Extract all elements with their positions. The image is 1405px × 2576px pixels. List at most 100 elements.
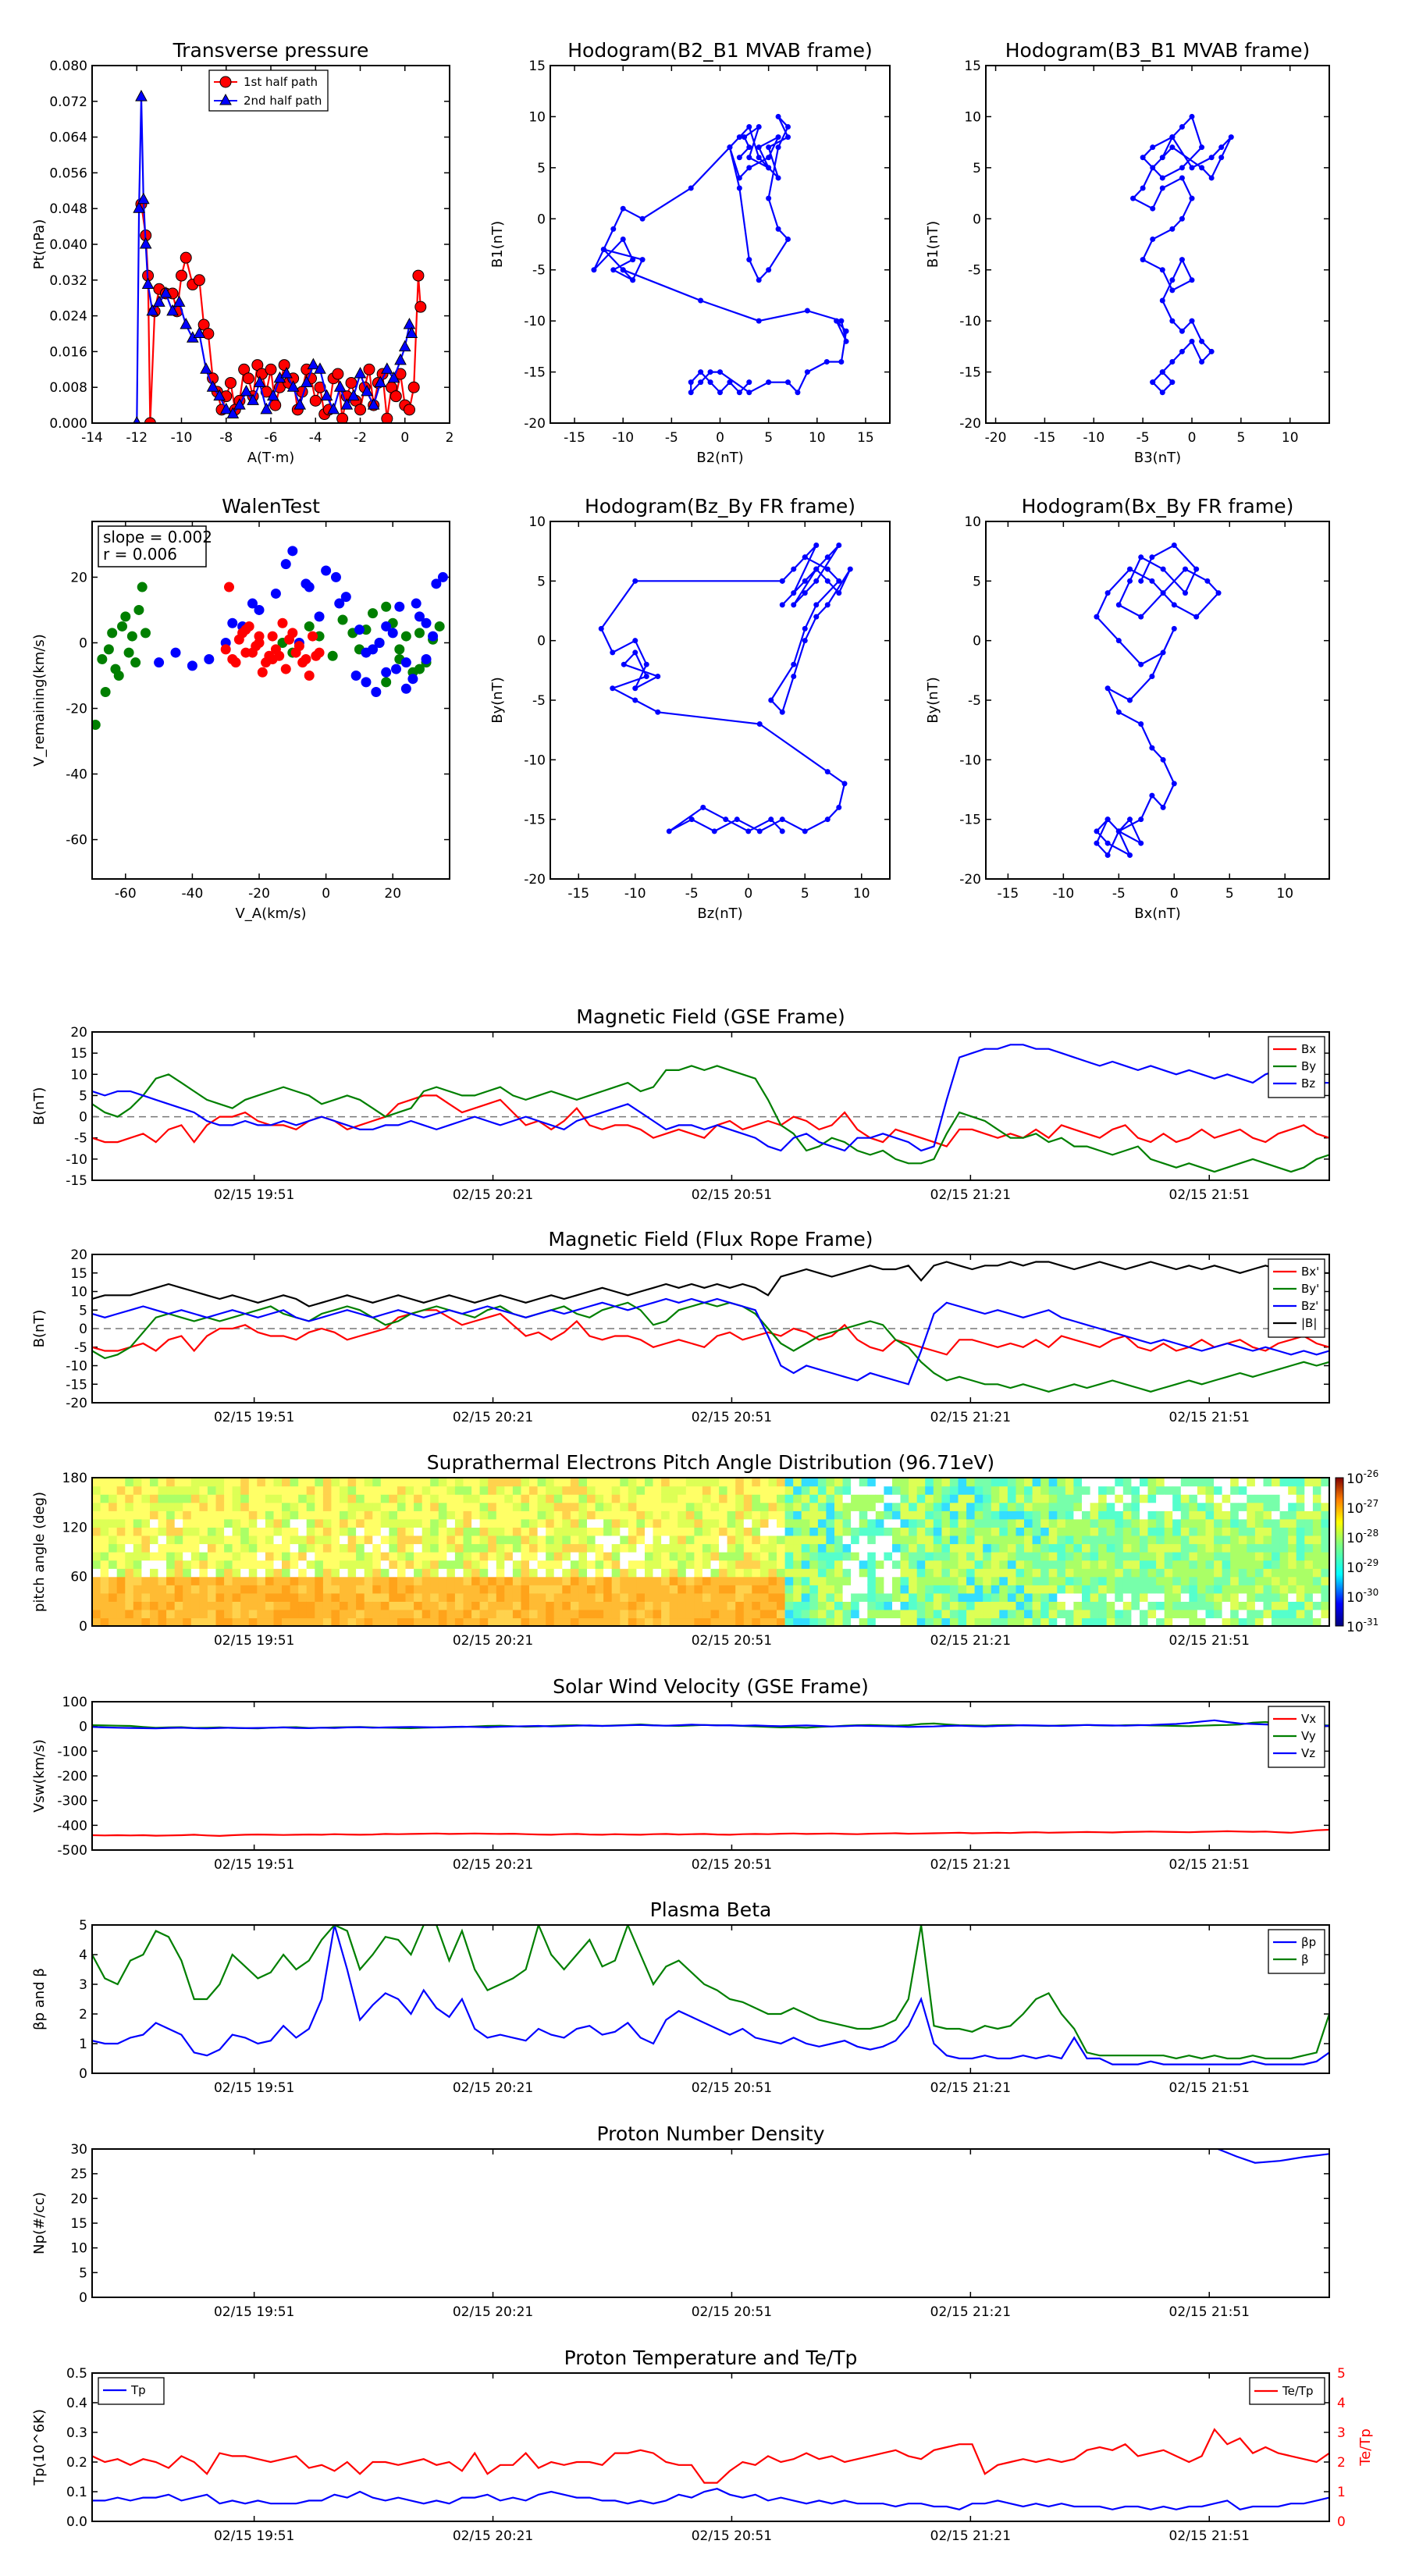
heatmap-cell [471,1560,481,1569]
annotation-text: slope = 0.002 [103,528,212,546]
heatmap-cell [719,1601,728,1610]
heatmap-cell [851,1568,860,1578]
heatmap-cell [257,1592,266,1602]
data-marker [813,543,820,549]
x-tick-label: 10 [809,430,826,446]
heatmap-cell [661,1601,670,1610]
heatmap-cell [678,1617,687,1626]
heatmap-cell [611,1535,621,1545]
heatmap-cell [1106,1510,1115,1520]
y-tick-label: 15 [964,59,981,74]
data-marker [775,134,781,141]
heatmap-cell [801,1585,810,1594]
heatmap-cell [768,1601,777,1610]
heatmap-cell [578,1543,588,1553]
heatmap-cell [884,1609,893,1619]
heatmap-cell [322,1552,333,1561]
heatmap-cell [190,1560,200,1569]
heatmap-cell [685,1494,695,1503]
heatmap-cell [743,1560,752,1569]
heatmap-cell [537,1543,546,1553]
heatmap-cell [1156,1601,1165,1610]
heatmap-cell [1057,1543,1066,1553]
heatmap-cell [1048,1585,1058,1594]
heatmap-cell [397,1543,407,1553]
heatmap-cell [380,1576,389,1585]
heatmap-cell [1156,1609,1165,1619]
heatmap-cell [727,1617,736,1626]
heatmap-cell [851,1592,860,1602]
heatmap-cell [306,1576,315,1585]
heatmap-cell [488,1543,497,1553]
heatmap-cell [553,1617,563,1626]
heatmap-cell [183,1552,192,1561]
heatmap-cell [784,1485,794,1495]
heatmap-cell [1288,1502,1297,1511]
heatmap-cell [628,1527,637,1536]
heatmap-cell [150,1494,159,1503]
heatmap-cell [1222,1494,1231,1503]
heatmap-cell [438,1478,447,1487]
heatmap-cell [1032,1617,1041,1626]
heatmap-cell [817,1560,827,1569]
heatmap-cell [116,1478,126,1487]
heatmap-cell [298,1502,308,1511]
heatmap-cell [1321,1576,1329,1585]
heatmap-cell [1090,1609,1099,1619]
heatmap-cell [1164,1617,1173,1626]
heatmap-cell [562,1478,571,1487]
x-tick-label: -60 [115,886,137,902]
heatmap-cell [1057,1510,1066,1520]
heatmap-cell [158,1601,167,1610]
heatmap-cell [603,1585,613,1594]
heatmap-cell [1115,1609,1124,1619]
heatmap-cell [925,1592,934,1602]
heatmap-cell [1180,1617,1190,1626]
heatmap-cell [340,1478,349,1487]
heatmap-cell [224,1527,233,1536]
heatmap-cell [422,1609,431,1619]
heatmap-cell [685,1485,695,1495]
heatmap-cell [1024,1617,1033,1626]
heatmap-cell [463,1576,472,1585]
heatmap-cell [875,1535,884,1545]
heatmap-cell [1321,1568,1329,1578]
heatmap-cell [909,1494,918,1503]
heatmap-cell [1172,1510,1182,1520]
heatmap-cell [306,1585,315,1594]
heatmap-cell [661,1502,670,1511]
heatmap-cell [1238,1502,1247,1511]
heatmap-cell [974,1576,984,1585]
heatmap-cell [1247,1560,1256,1569]
heatmap-cell [991,1485,1000,1495]
heatmap-cell [809,1527,819,1536]
heatmap-cell [966,1576,976,1585]
heatmap-cell [768,1485,777,1495]
data-marker [193,274,205,286]
scatter-point [227,617,238,628]
heatmap-cell [1098,1576,1108,1585]
heatmap-cell [727,1552,736,1561]
heatmap-cell [826,1560,835,1569]
y-axis-label: Vsw(km/s) [31,1739,48,1813]
heatmap-cell [1189,1510,1198,1520]
data-marker [756,318,762,324]
scatter-point [123,647,134,658]
heatmap-cell [133,1478,142,1487]
heatmap-cell [322,1543,333,1553]
y-tick-label: -10 [959,314,981,329]
heatmap-cell [174,1535,183,1545]
heatmap-cell [116,1585,126,1594]
heatmap-cell [768,1494,777,1503]
heatmap-cell [1057,1552,1066,1561]
heatmap-cell [884,1535,893,1545]
heatmap-cell [933,1576,942,1585]
x-tick-label: -40 [182,886,204,902]
heatmap-cell [1222,1485,1231,1495]
heatmap-cell [1222,1601,1231,1610]
heatmap-cell [562,1609,571,1619]
heatmap-cell [636,1552,646,1561]
heatmap-cell [1115,1527,1124,1536]
heatmap-cell [949,1485,959,1495]
heatmap-cell [521,1502,530,1511]
